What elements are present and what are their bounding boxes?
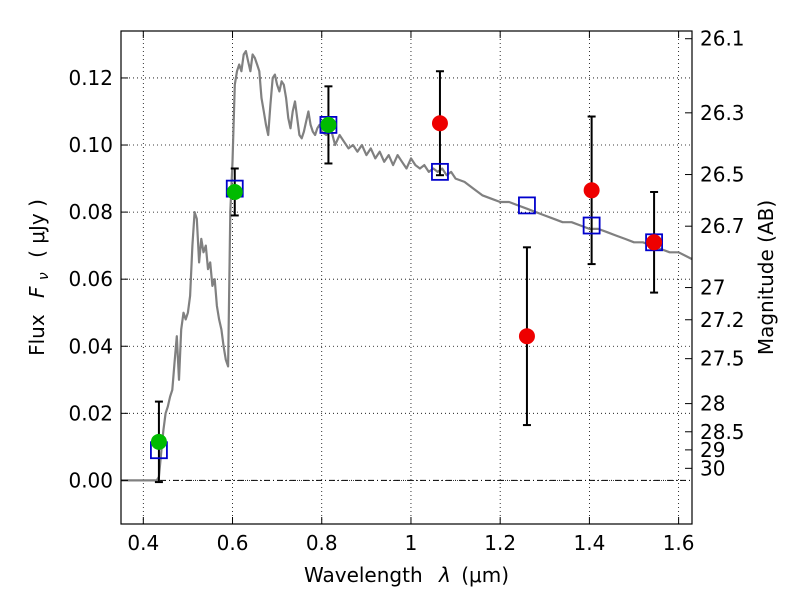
observed-circle-marker [431, 115, 448, 132]
y2-tick-label: 27.5 [700, 347, 745, 371]
y2-tick-label: 26.1 [700, 27, 745, 51]
observed-circle-marker [646, 234, 663, 251]
y2-tick-label: 27.2 [700, 308, 745, 332]
x-axis-label: Wavelength λ (μm) [304, 563, 509, 587]
y2-tick-label: 27 [700, 276, 725, 300]
y-axis-label-subscript: ν [36, 272, 52, 280]
x-axis-label-symbol: λ [438, 563, 451, 587]
x-tick-label: 0.6 [217, 531, 249, 555]
y2-tick-label: 29 [700, 438, 725, 462]
y-tick-label: 0.04 [68, 334, 113, 358]
model-square-marker [518, 196, 536, 215]
model-square-marker [431, 162, 449, 181]
y-axis-flux: 0.00 0.02 0.04 0.06 0.08 0.10 0.12 [68, 66, 128, 492]
y2-tick-label: 28 [700, 392, 725, 416]
y-tick-label: 0.00 [68, 468, 113, 492]
x-tick-label: 1 [405, 531, 418, 555]
model-square-marker [582, 216, 601, 235]
y-tick-label: 0.02 [68, 401, 113, 425]
y2-tick-label: 30 [700, 456, 725, 480]
y-tick-label: 0.12 [68, 66, 113, 90]
observed-circle-marker [226, 183, 243, 200]
y-axis-label: Flux F ν ( μJy ) [25, 199, 53, 356]
y2-axis-label: Magnitude (AB) [754, 200, 778, 355]
observed-circle-markers [150, 115, 663, 450]
y-axis-label-unit: ( μJy ) [25, 199, 49, 258]
y-axis-label-text: Flux [25, 314, 49, 356]
observed-circle-marker [583, 182, 600, 199]
y-tick-label: 0.06 [68, 267, 113, 291]
spectrum-line [121, 49, 693, 482]
y2-tick-label: 26.3 [700, 101, 745, 125]
y2-tick-label: 26.5 [700, 163, 745, 187]
x-tick-label: 0.8 [306, 531, 338, 555]
x-tick-label: 0.4 [127, 531, 159, 555]
y2-tick-label: 26.7 [700, 214, 745, 238]
x-axis-label-text: Wavelength [304, 563, 423, 587]
spectrum-series [121, 49, 693, 482]
x-axis-label-unit: (μm) [461, 563, 509, 587]
x-tick-label: 1.2 [484, 531, 516, 555]
x-tick-label: 1.4 [573, 531, 605, 555]
plot-frame [120, 30, 693, 525]
y2-tick-label: 28.5 [700, 420, 745, 444]
y-tick-label: 0.08 [68, 200, 113, 224]
x-tick-label: 1.6 [663, 531, 695, 555]
observed-circle-marker [320, 116, 337, 133]
observed-circle-marker [518, 328, 535, 345]
x-axis: 0.4 0.6 0.8 1 1.2 1.4 1.6 [127, 31, 695, 555]
y-axis-label-symbol: F [25, 286, 49, 298]
observed-circle-marker [150, 433, 167, 450]
y-tick-label: 0.10 [68, 133, 113, 157]
